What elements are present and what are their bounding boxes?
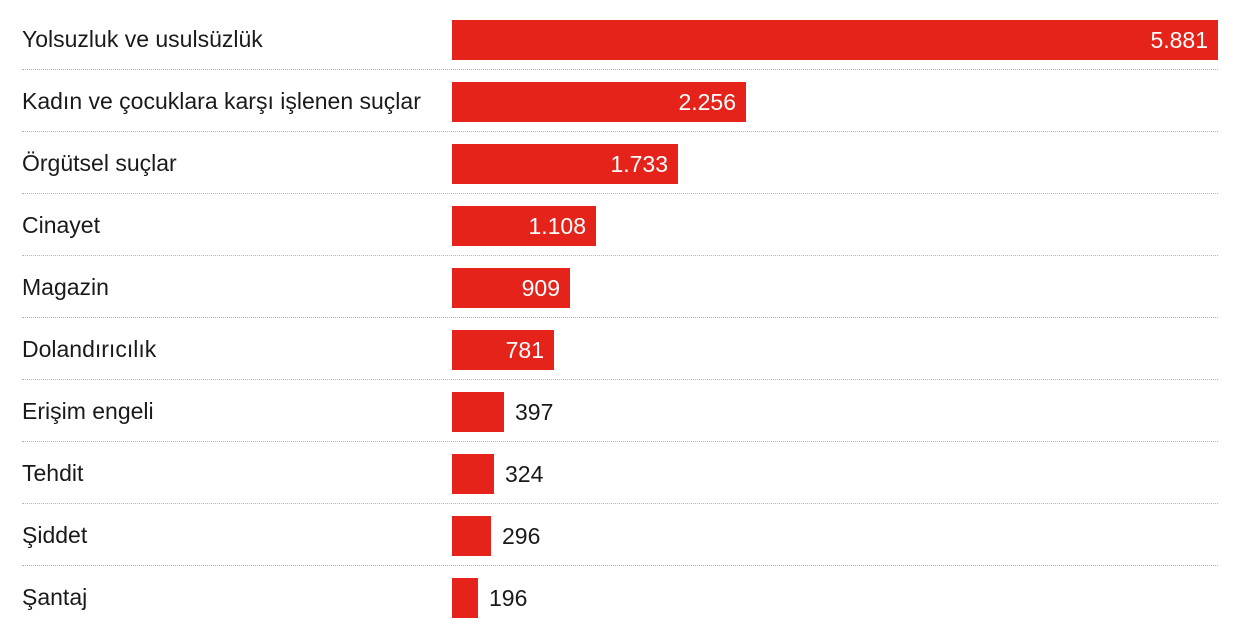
category-label: Örgütsel suçlar [22, 150, 177, 176]
category-label: Cinayet [22, 212, 100, 238]
bar-row: Örgütsel suçlar 1.733 [0, 142, 1240, 204]
category-label: Dolandırıcılık [22, 336, 157, 362]
value-label: 5.881 [1150, 27, 1208, 53]
row-divider [22, 193, 1218, 194]
row-divider [22, 255, 1218, 256]
category-label: Kadın ve çocuklara karşı işlenen suçlar [22, 88, 421, 114]
category-label: Tehdit [22, 460, 84, 486]
bar-row: Tehdit 324 [0, 452, 1240, 514]
value-label: 909 [521, 275, 560, 301]
bar [452, 578, 478, 618]
value-label: 196 [489, 585, 528, 611]
value-label: 397 [515, 399, 554, 425]
bar-row: Kadın ve çocuklara karşı işlenen suçlar 2… [0, 80, 1240, 142]
category-label: Magazin [22, 274, 109, 300]
category-label: Yolsuzluk ve usulsüzlük [22, 26, 263, 52]
category-label: Şantaj [22, 584, 88, 610]
value-label: 296 [502, 523, 541, 549]
bar-row: Yolsuzluk ve usulsüzlük 5.881 [0, 18, 1240, 80]
bar-chart: Yolsuzluk ve usulsüzlük 5.881 Kadın ve çoc… [0, 18, 1240, 618]
value-label: 1.733 [610, 151, 668, 177]
bar [452, 82, 746, 122]
row-divider [22, 503, 1218, 504]
bar-row: Magazin 909 [0, 266, 1240, 328]
row-divider [22, 131, 1218, 132]
value-label: 1.108 [528, 213, 586, 239]
bar [452, 144, 678, 184]
bar-row: Şiddet 296 [0, 514, 1240, 576]
row-divider [22, 317, 1218, 318]
row-divider [22, 441, 1218, 442]
bar-row: Dolandırıcılık 781 [0, 328, 1240, 390]
bar [452, 206, 596, 246]
row-divider [22, 565, 1218, 566]
row-divider [22, 69, 1218, 70]
value-label: 324 [505, 461, 544, 487]
category-label: Erişim engeli [22, 398, 154, 424]
bar [452, 392, 504, 432]
bar-row: Erişim engeli 397 [0, 390, 1240, 452]
bar-row: Şantaj 196 [0, 576, 1240, 638]
value-label: 2.256 [678, 89, 736, 115]
bar [452, 268, 570, 308]
bar [452, 454, 494, 494]
bar [452, 516, 491, 556]
row-divider [22, 379, 1218, 380]
bar [452, 330, 554, 370]
bar-row: Cinayet 1.108 [0, 204, 1240, 266]
category-label: Şiddet [22, 522, 88, 548]
value-label: 781 [505, 337, 544, 363]
bar [452, 20, 1218, 60]
